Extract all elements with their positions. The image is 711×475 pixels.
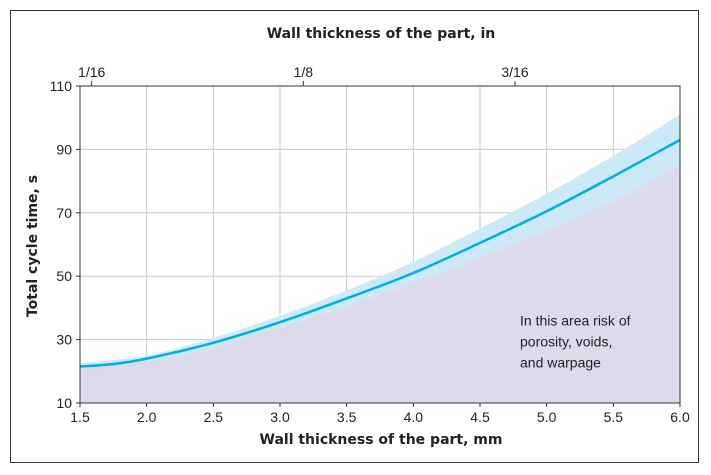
x-tick-label: 4.0 — [404, 409, 424, 425]
x-tick-label: 1.5 — [70, 409, 90, 425]
x-tick-label: 4.5 — [470, 409, 490, 425]
risk-area — [80, 165, 680, 403]
y-tick-label: 70 — [56, 205, 72, 221]
chart-frame: 1.5 2.0 2.5 3.0 3.5 4.0 4.5 5.0 5.5 6.0 10 30 50 70 90… — [10, 10, 699, 463]
y-axis-title: Total cycle time, s — [25, 175, 41, 317]
x-tick-label: 5.0 — [537, 409, 557, 425]
y-tick-label: 30 — [56, 332, 72, 348]
annotation: In this area risk of porosity, voids, and … — [520, 312, 631, 370]
cycle-time-line — [79, 138, 681, 368]
x-tick-label: 2.0 — [137, 409, 157, 425]
annotation-line: In this area risk of — [520, 312, 631, 328]
y-tick-label: 110 — [50, 78, 73, 94]
x2-tick-label: 1/16 — [78, 64, 105, 80]
annotation-line: and warpage — [520, 354, 601, 370]
y-tick-label: 50 — [56, 268, 72, 284]
cycle-time-chart: 1.5 2.0 2.5 3.0 3.5 4.0 4.5 5.0 5.5 6.0 10 30 50 70 90… — [25, 26, 690, 448]
plot-border — [79, 85, 681, 404]
x-tick-label: 6.0 — [670, 409, 690, 425]
annotation-line: porosity, voids, — [520, 333, 612, 349]
top-axis-title: Wall thickness of the part, in — [267, 26, 496, 42]
tick-labels: 1.5 2.0 2.5 3.0 3.5 4.0 4.5 5.0 5.5 6.0 10 30 50 70 90… — [50, 64, 690, 425]
y-tick-label: 10 — [56, 395, 72, 411]
x2-tick-label: 3/16 — [501, 64, 528, 80]
bottom-axis-title: Wall thickness of the part, mm — [260, 432, 503, 448]
y-tick-label: 90 — [56, 141, 72, 157]
x-tick-label: 5.5 — [604, 409, 624, 425]
x2-tick-label: 1/8 — [294, 64, 314, 80]
x-tick-label: 3.0 — [270, 409, 290, 425]
x-tick-label: 3.5 — [337, 409, 357, 425]
x-tick-label: 2.5 — [204, 409, 224, 425]
